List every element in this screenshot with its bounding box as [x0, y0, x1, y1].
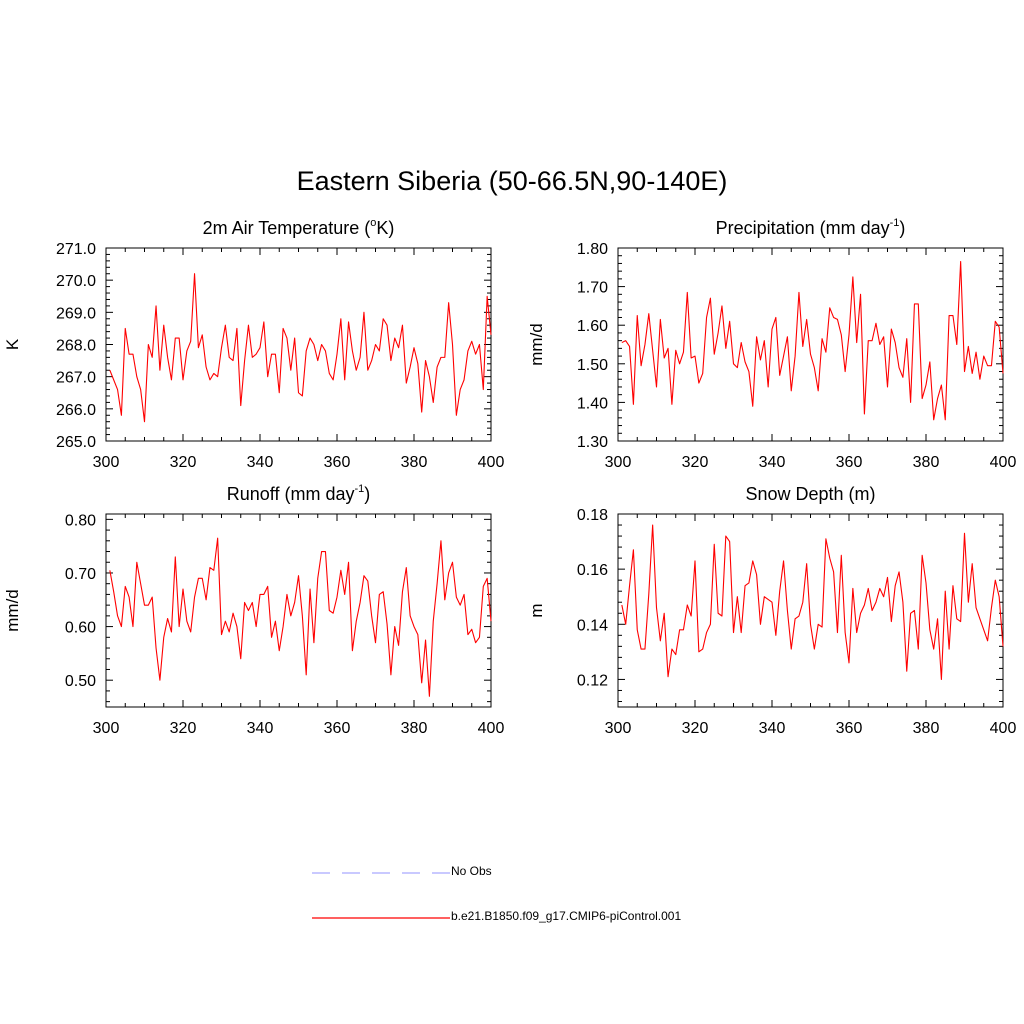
x-tick-label: 380	[913, 454, 940, 471]
x-tick-label: 320	[682, 720, 709, 737]
plot-frame	[617, 513, 1004, 708]
y-tick-label: 1.80	[577, 241, 608, 258]
panel-title: Runoff (mm day-1)	[227, 483, 371, 504]
y-axis-label: m	[527, 603, 546, 617]
series-line	[109, 273, 492, 423]
x-tick-label: 400	[990, 454, 1017, 471]
x-tick-label: 300	[605, 454, 632, 471]
x-tick-label: 320	[170, 720, 197, 737]
y-tick-label: 1.60	[577, 318, 608, 335]
legend-item-no-obs: No Obs	[312, 863, 712, 883]
page-title: Eastern Siberia (50-66.5N,90-140E)	[296, 166, 728, 196]
x-tick-label: 300	[93, 454, 120, 471]
y-tick-label: 266.0	[56, 402, 96, 419]
x-tick-label: 340	[759, 454, 786, 471]
chart-panel-2: 300 320 340 360 380 400 1.30 1.40 1.50 1.60 1.70 1.…	[527, 217, 1016, 471]
legend-label: No Obs	[451, 864, 492, 878]
legend-item-model: b.e21.B1850.f09_g17.CMIP6-piControl.001	[312, 908, 732, 928]
y-tick-label: 0.70	[65, 566, 96, 583]
y-tick-label: 1.40	[577, 395, 608, 412]
y-tick-label: 0.60	[65, 620, 96, 637]
y-tick-label: 0.18	[577, 507, 608, 524]
chart-panel-4: 300 320 340 360 380 400 0.12 0.14 0.16 0.18 m Snow …	[527, 484, 1016, 737]
x-tick-label: 380	[401, 454, 428, 471]
series-line	[109, 537, 492, 697]
y-tick-label: 270.0	[56, 273, 96, 290]
x-tick-label: 360	[324, 454, 351, 471]
plot-frame	[105, 513, 492, 708]
x-tick-label: 340	[247, 454, 274, 471]
y-axis-label: mm/d	[3, 589, 22, 632]
x-tick-label: 400	[478, 454, 505, 471]
y-tick-label: 0.50	[65, 673, 96, 690]
legend-swatch-dashed	[312, 872, 450, 874]
chart-panel-3: 300 320 340 360 380 400 0.50 0.60 0.70 0.80 mm/d Ru…	[3, 483, 504, 737]
legend-label: b.e21.B1850.f09_g17.CMIP6-piControl.001	[451, 909, 682, 923]
x-tick-label: 360	[836, 720, 863, 737]
y-tick-label: 271.0	[56, 241, 96, 258]
x-tick-label: 320	[170, 454, 197, 471]
panel-title: 2m Air Temperature (oK)	[203, 217, 395, 238]
y-tick-label: 0.14	[577, 617, 608, 634]
y-tick-label: 0.80	[65, 512, 96, 529]
x-tick-label: 360	[836, 454, 863, 471]
y-tick-label: 0.12	[577, 672, 608, 689]
x-tick-label: 300	[93, 720, 120, 737]
y-tick-label: 0.16	[577, 562, 608, 579]
x-tick-label: 400	[990, 720, 1017, 737]
panel-title: Precipitation (mm day-1)	[716, 217, 906, 238]
y-tick-label: 1.30	[577, 434, 608, 451]
x-tick-label: 400	[478, 720, 505, 737]
panel-title: Snow Depth (m)	[745, 484, 875, 504]
x-tick-label: 380	[401, 720, 428, 737]
y-tick-label: 268.0	[56, 338, 96, 355]
legend-swatch-solid	[312, 917, 450, 919]
x-tick-label: 320	[682, 454, 709, 471]
series-line	[621, 260, 1004, 421]
plot-frame	[105, 247, 492, 442]
y-tick-label: 265.0	[56, 434, 96, 451]
series-line	[621, 524, 1004, 680]
x-tick-label: 360	[324, 720, 351, 737]
x-tick-label: 340	[759, 720, 786, 737]
x-tick-label: 340	[247, 720, 274, 737]
y-tick-label: 1.50	[577, 357, 608, 374]
x-tick-label: 300	[605, 720, 632, 737]
x-tick-label: 380	[913, 720, 940, 737]
y-axis-label: K	[3, 338, 22, 350]
chart-panel-1: 300 320 340 360 380 400 265.0 266.0 267.0 268.0 26…	[3, 217, 504, 471]
y-tick-label: 269.0	[56, 305, 96, 322]
y-tick-label: 267.0	[56, 370, 96, 387]
y-tick-label: 1.70	[577, 280, 608, 297]
y-axis-label: mm/d	[527, 323, 546, 366]
